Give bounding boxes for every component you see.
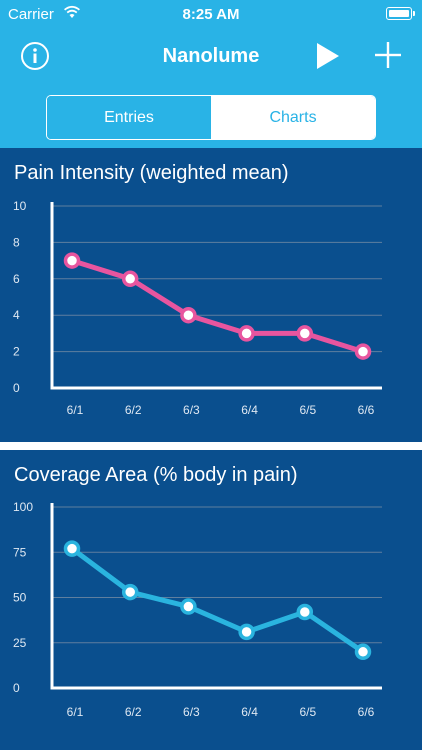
- x-tick-label: 6/1: [67, 705, 84, 719]
- x-tick-label: 6/6: [358, 403, 375, 417]
- data-point: [354, 343, 372, 360]
- status-time: 8:25 AM: [182, 6, 240, 23]
- coverage-area-chart: Coverage Area (% body in pain) 0 25 50 75 10…: [0, 450, 422, 750]
- data-point: [180, 598, 197, 615]
- carrier-label: Carrier: [8, 6, 54, 23]
- y-tick-label: 0: [13, 681, 20, 695]
- series-line: [69, 546, 366, 655]
- data-point: [63, 540, 81, 557]
- segment-control-bar: Entries Charts: [0, 88, 422, 148]
- segment-entries[interactable]: Entries: [47, 96, 211, 139]
- x-tick-label: 6/2: [125, 403, 142, 417]
- y-tick-label: 2: [13, 345, 20, 359]
- series-line: [69, 258, 366, 355]
- y-tick-label: 75: [13, 545, 27, 559]
- x-tick-label: 6/1: [67, 403, 84, 417]
- data-point: [180, 306, 197, 324]
- data-point: [63, 252, 81, 269]
- page-title: Nanolume: [162, 45, 260, 67]
- y-tick-label: 50: [13, 591, 27, 605]
- data-point: [238, 623, 255, 641]
- pain-intensity-chart: Pain Intensity (weighted mean) 0 2 4 6 8 10 6/…: [0, 148, 422, 442]
- segment-charts[interactable]: Charts: [211, 96, 375, 139]
- x-tick-label: 6/5: [299, 403, 316, 417]
- x-tick-label: 6/2: [125, 705, 142, 719]
- battery-icon: [386, 7, 415, 20]
- chart-title: Coverage Area (% body in pain): [14, 464, 298, 486]
- x-tick-label: 6/3: [183, 705, 200, 719]
- info-icon[interactable]: [20, 41, 50, 71]
- plus-icon[interactable]: [374, 41, 402, 69]
- y-tick-label: 4: [13, 308, 20, 322]
- y-tick-label: 100: [13, 500, 33, 514]
- y-tick-label: 10: [13, 199, 27, 213]
- x-tick-label: 6/3: [183, 403, 200, 417]
- pain-intensity-plot: 0 2 4 6 8 10 6/1 6/2 6/3 6/4 6/5 6/6: [13, 199, 382, 417]
- section-divider: [0, 442, 422, 450]
- x-tick-label: 6/4: [241, 705, 258, 719]
- x-tick-label: 6/5: [299, 705, 316, 719]
- data-point: [354, 643, 372, 661]
- view-segmented-control: Entries Charts: [46, 95, 376, 140]
- data-point: [296, 325, 314, 342]
- play-icon[interactable]: [315, 41, 341, 71]
- status-bar: Carrier 8:25 AM: [0, 0, 422, 30]
- data-point: [121, 583, 139, 601]
- data-point: [238, 325, 255, 342]
- data-point: [296, 603, 314, 621]
- data-point: [121, 270, 139, 288]
- wifi-icon: [64, 5, 80, 18]
- chart-title: Pain Intensity (weighted mean): [14, 162, 289, 184]
- y-tick-label: 25: [13, 636, 27, 650]
- x-tick-label: 6/6: [358, 705, 375, 719]
- coverage-area-plot: 0 25 50 75 100 6/1 6/2 6/3 6/4 6/5 6/6: [13, 500, 382, 719]
- y-tick-label: 0: [13, 381, 20, 395]
- y-tick-label: 8: [13, 235, 20, 249]
- x-tick-label: 6/4: [241, 403, 258, 417]
- navigation-bar: Nanolume: [0, 30, 422, 88]
- y-tick-label: 6: [13, 272, 20, 286]
